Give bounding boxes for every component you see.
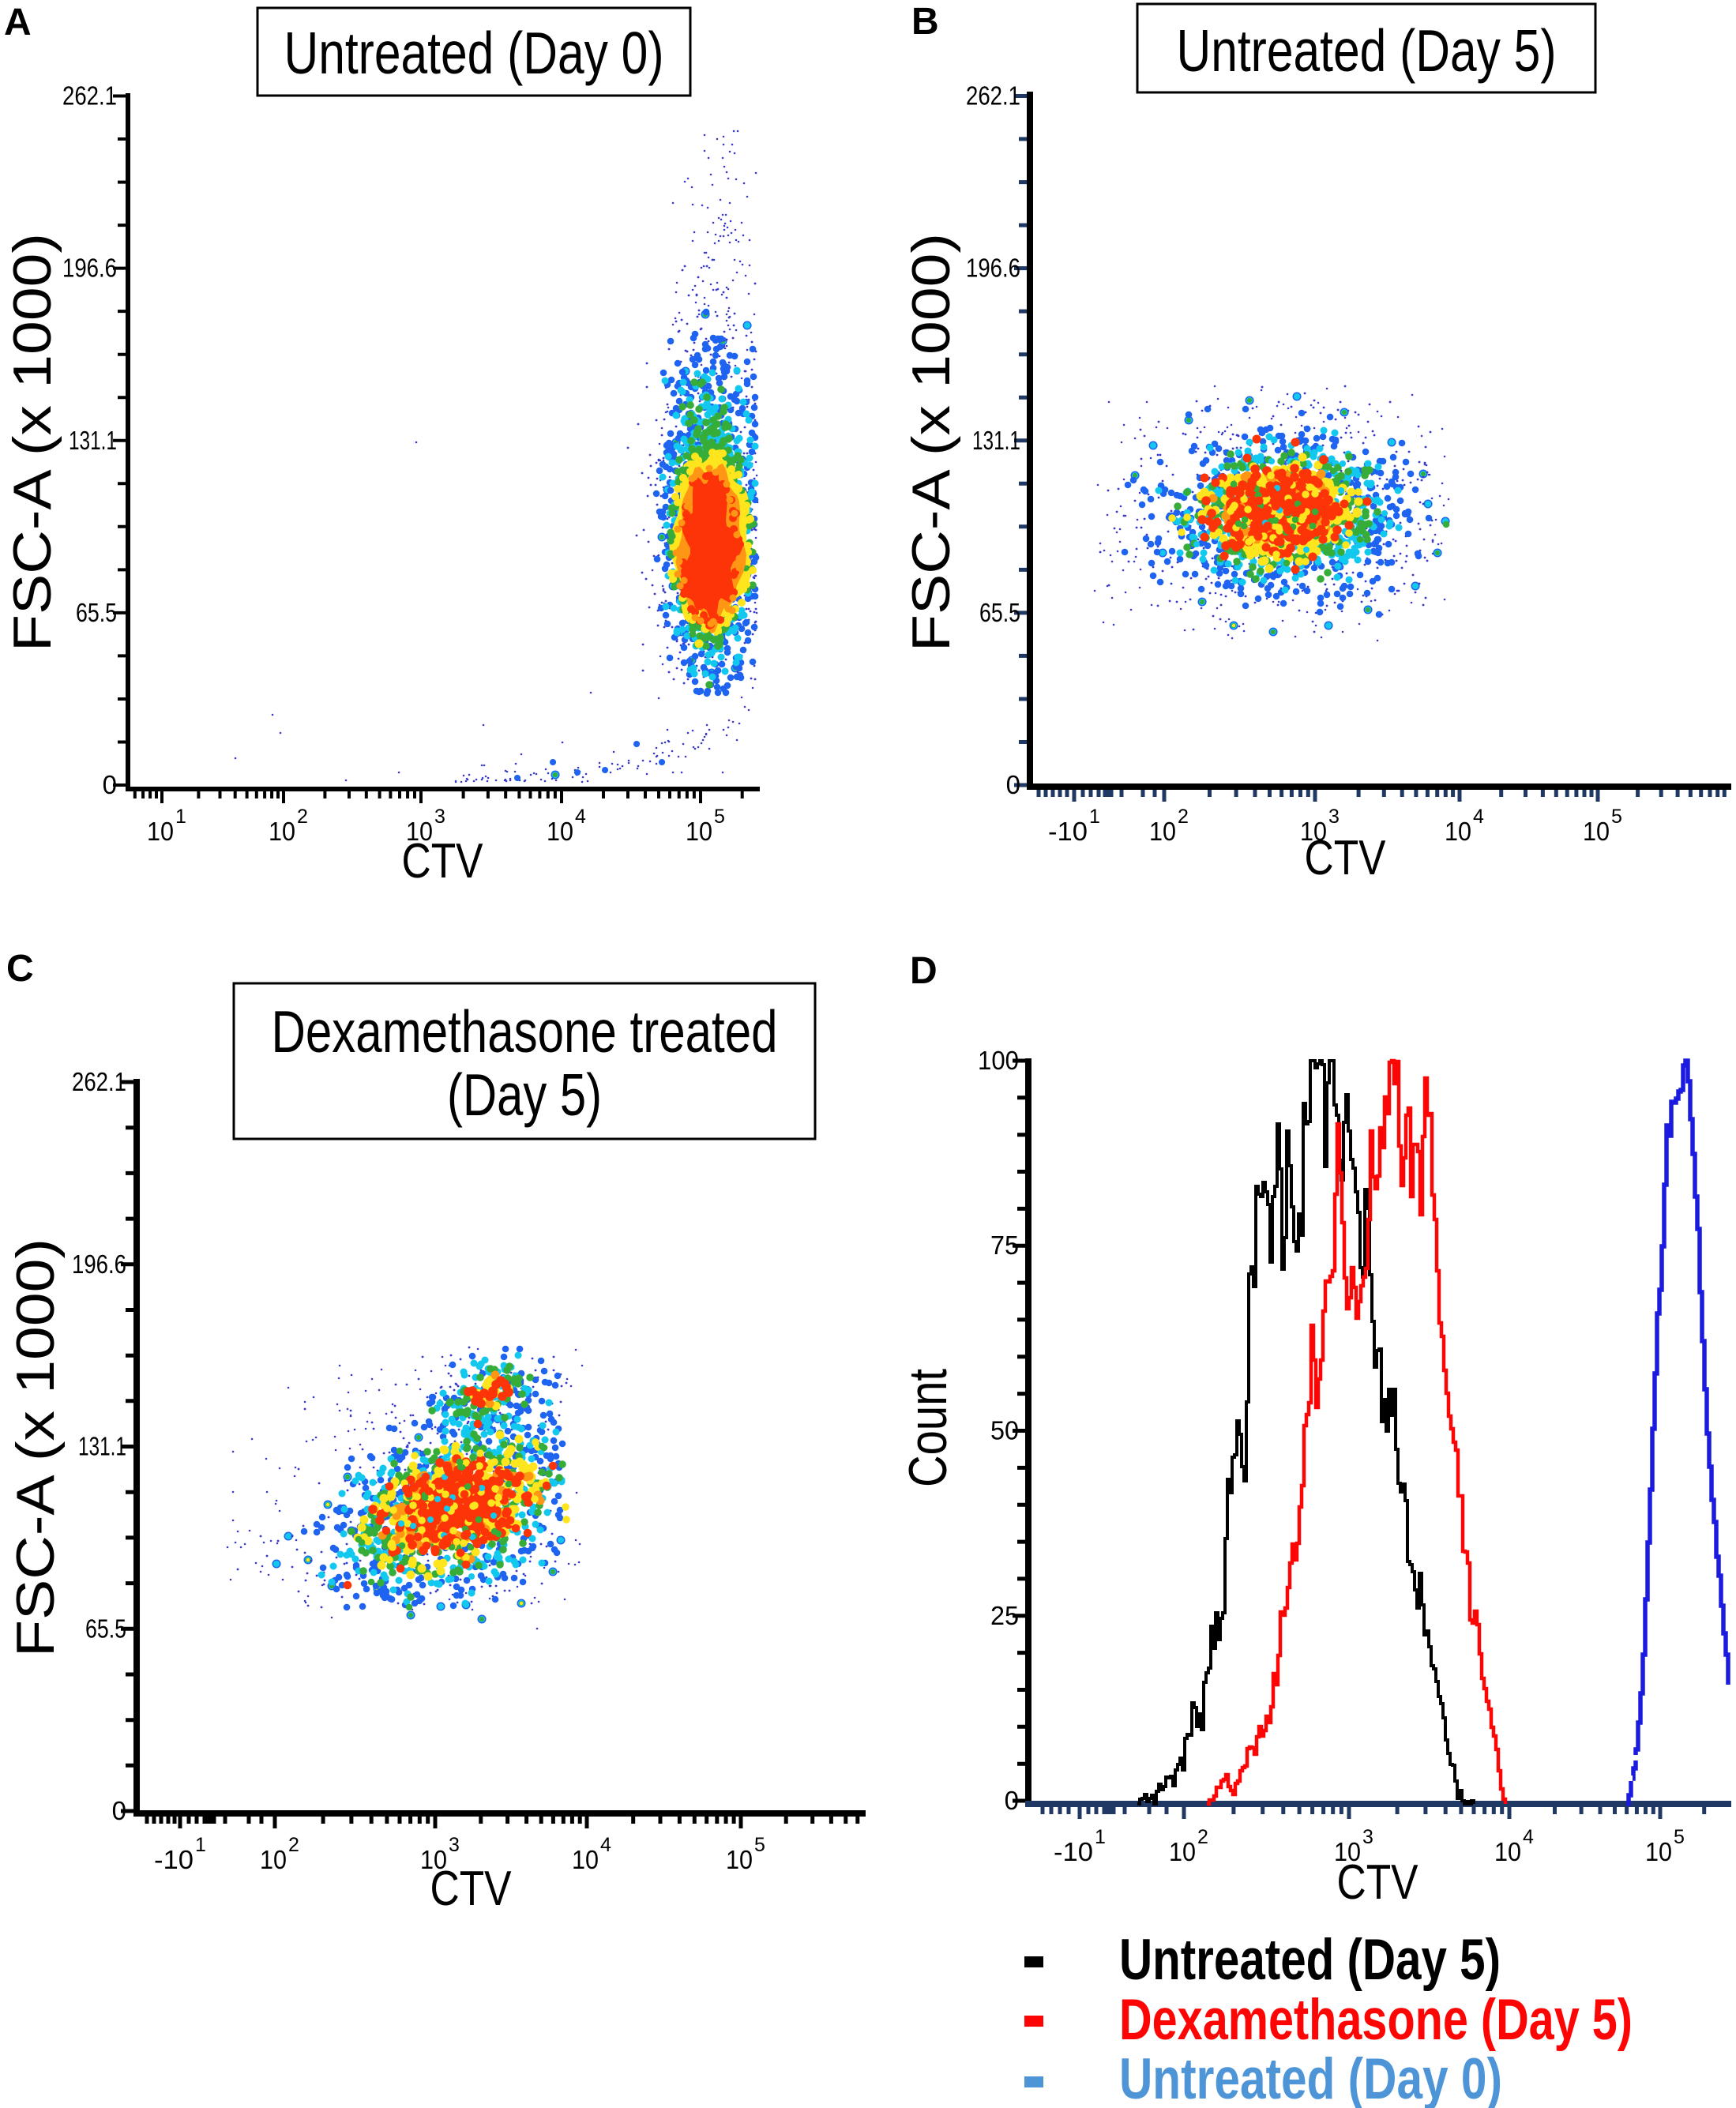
svg-text:2: 2 bbox=[288, 1834, 299, 1856]
svg-text:Untreated (Day 0): Untreated (Day 0) bbox=[1119, 2047, 1502, 2108]
svg-text:196.6: 196.6 bbox=[966, 254, 1020, 283]
svg-text:5: 5 bbox=[754, 1834, 765, 1856]
svg-text:4: 4 bbox=[575, 806, 586, 828]
svg-text:-10: -10 bbox=[1048, 817, 1088, 846]
svg-text:131.1: 131.1 bbox=[78, 1432, 126, 1461]
svg-text:10: 10 bbox=[1169, 1837, 1196, 1866]
svg-text:10: 10 bbox=[1334, 1837, 1361, 1866]
svg-text:10: 10 bbox=[1494, 1837, 1521, 1866]
svg-text:0: 0 bbox=[1006, 770, 1020, 799]
svg-text:FSC-A (x 1000): FSC-A (x 1000) bbox=[2, 233, 62, 652]
svg-text:2: 2 bbox=[297, 806, 308, 828]
svg-text:10: 10 bbox=[547, 817, 573, 846]
svg-text:65.5: 65.5 bbox=[85, 1614, 126, 1643]
svg-text:(Day 5): (Day 5) bbox=[447, 1062, 602, 1128]
svg-text:A: A bbox=[4, 2, 32, 43]
svg-text:-10: -10 bbox=[1054, 1837, 1093, 1866]
svg-text:196.6: 196.6 bbox=[62, 254, 117, 283]
svg-text:1: 1 bbox=[195, 1834, 206, 1856]
svg-text:5: 5 bbox=[1674, 1826, 1685, 1848]
svg-text:75: 75 bbox=[990, 1231, 1019, 1260]
svg-text:5: 5 bbox=[714, 806, 725, 828]
svg-text:10: 10 bbox=[269, 817, 295, 846]
svg-text:10: 10 bbox=[1583, 817, 1610, 846]
svg-text:10: 10 bbox=[1645, 1837, 1672, 1866]
svg-text:262.1: 262.1 bbox=[72, 1067, 126, 1096]
svg-text:10: 10 bbox=[1300, 817, 1327, 846]
svg-text:Untreated (Day 5): Untreated (Day 5) bbox=[1119, 1928, 1501, 1992]
svg-text:0: 0 bbox=[103, 770, 117, 799]
svg-text:196.6: 196.6 bbox=[72, 1249, 126, 1279]
svg-text:10: 10 bbox=[147, 817, 174, 846]
svg-text:D: D bbox=[910, 950, 938, 992]
svg-text:B: B bbox=[911, 1, 939, 43]
svg-text:262.1: 262.1 bbox=[966, 81, 1020, 111]
svg-text:2: 2 bbox=[1197, 1826, 1208, 1848]
svg-text:10: 10 bbox=[406, 817, 433, 846]
svg-text:CTV: CTV bbox=[402, 834, 484, 889]
svg-text:10: 10 bbox=[260, 1845, 287, 1874]
svg-text:4: 4 bbox=[1523, 1826, 1534, 1848]
svg-text:FSC-A (x 1000): FSC-A (x 1000) bbox=[6, 1238, 66, 1657]
svg-text:10: 10 bbox=[1149, 817, 1176, 846]
svg-text:3: 3 bbox=[1328, 806, 1340, 828]
svg-text:CTV: CTV bbox=[1305, 831, 1387, 885]
svg-text:Untreated (Day 5): Untreated (Day 5) bbox=[1177, 17, 1557, 84]
svg-text:10: 10 bbox=[726, 1845, 753, 1874]
svg-text:1: 1 bbox=[1095, 1826, 1106, 1848]
svg-text:1: 1 bbox=[175, 806, 186, 828]
svg-text:Dexamethasone (Day 5): Dexamethasone (Day 5) bbox=[1119, 1988, 1633, 2052]
svg-text:C: C bbox=[6, 948, 34, 990]
svg-text:FSC-A (x 1000): FSC-A (x 1000) bbox=[901, 233, 961, 652]
svg-text:2: 2 bbox=[1178, 806, 1189, 828]
svg-text:131.1: 131.1 bbox=[972, 426, 1020, 455]
svg-text:65.5: 65.5 bbox=[76, 598, 117, 627]
svg-text:Untreated (Day 0): Untreated (Day 0) bbox=[284, 20, 664, 86]
svg-text:CTV: CTV bbox=[430, 1862, 513, 1916]
svg-text:131.1: 131.1 bbox=[69, 426, 117, 455]
svg-text:3: 3 bbox=[434, 806, 445, 828]
svg-text:1: 1 bbox=[1089, 806, 1100, 828]
svg-text:10: 10 bbox=[420, 1845, 447, 1874]
svg-text:4: 4 bbox=[600, 1834, 611, 1856]
svg-text:3: 3 bbox=[449, 1834, 460, 1856]
svg-text:10: 10 bbox=[572, 1845, 599, 1874]
svg-text:0: 0 bbox=[1005, 1786, 1019, 1815]
svg-text:65.5: 65.5 bbox=[979, 598, 1020, 627]
svg-text:-10: -10 bbox=[154, 1845, 194, 1874]
svg-text:0: 0 bbox=[112, 1796, 126, 1825]
svg-text:10: 10 bbox=[686, 817, 712, 846]
svg-text:10: 10 bbox=[1445, 817, 1471, 846]
svg-text:4: 4 bbox=[1473, 806, 1484, 828]
svg-text:25: 25 bbox=[990, 1601, 1019, 1630]
svg-text:Dexamethasone treated: Dexamethasone treated bbox=[272, 998, 778, 1065]
svg-text:50: 50 bbox=[990, 1416, 1019, 1445]
svg-text:CTV: CTV bbox=[1337, 1855, 1419, 1910]
svg-text:100: 100 bbox=[978, 1046, 1019, 1075]
svg-text:Count: Count bbox=[898, 1369, 958, 1487]
svg-text:262.1: 262.1 bbox=[62, 81, 117, 111]
svg-text:3: 3 bbox=[1362, 1826, 1373, 1848]
svg-text:5: 5 bbox=[1611, 806, 1622, 828]
